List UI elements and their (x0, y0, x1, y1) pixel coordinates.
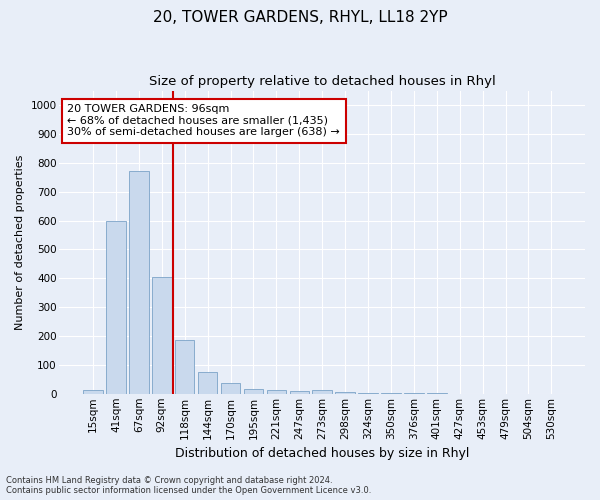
Title: Size of property relative to detached houses in Rhyl: Size of property relative to detached ho… (149, 75, 496, 88)
Text: 20 TOWER GARDENS: 96sqm
← 68% of detached houses are smaller (1,435)
30% of semi: 20 TOWER GARDENS: 96sqm ← 68% of detache… (67, 104, 340, 138)
Bar (106, 220, 126, 394)
Bar (381, 393, 401, 394)
X-axis label: Distribution of detached houses by size in Rhyl: Distribution of detached houses by size … (175, 447, 469, 460)
Bar (290, 391, 309, 394)
Bar (198, 372, 217, 394)
Bar (152, 277, 172, 394)
Bar (244, 389, 263, 394)
Bar (335, 392, 355, 394)
Bar (358, 393, 378, 394)
Bar (221, 383, 241, 394)
Bar (175, 340, 194, 394)
Bar (266, 390, 286, 394)
Bar (129, 172, 149, 394)
Text: 20, TOWER GARDENS, RHYL, LL18 2YP: 20, TOWER GARDENS, RHYL, LL18 2YP (152, 10, 448, 25)
Bar (313, 390, 332, 394)
Y-axis label: Number of detached properties: Number of detached properties (15, 154, 25, 330)
Bar (83, 390, 103, 394)
Text: Contains HM Land Registry data © Crown copyright and database right 2024.
Contai: Contains HM Land Registry data © Crown c… (6, 476, 371, 495)
